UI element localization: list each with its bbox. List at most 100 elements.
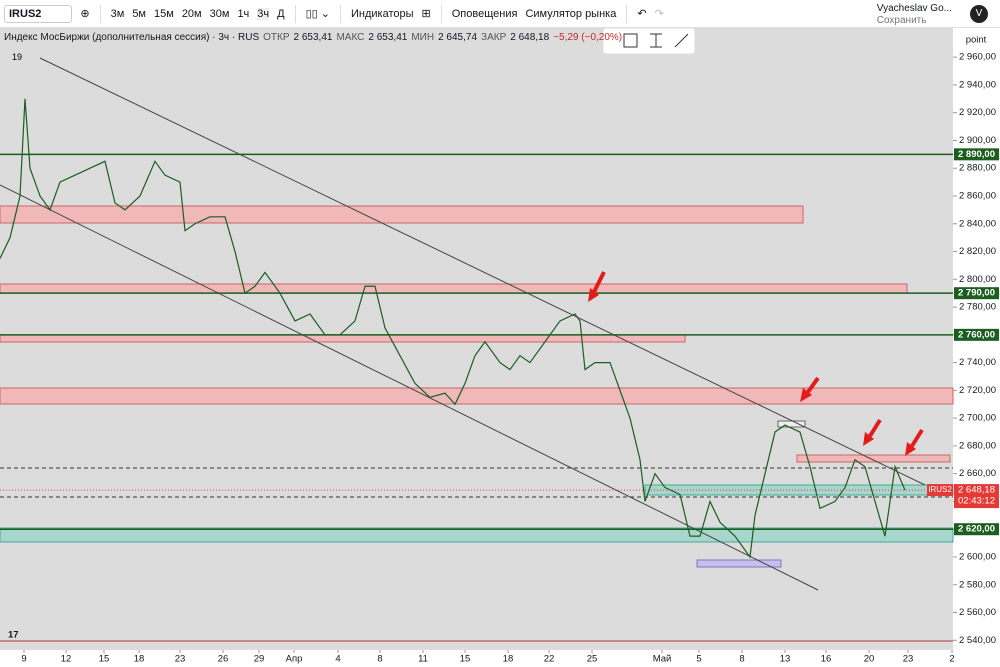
symbol-label: IRUS2 [928, 485, 952, 494]
symbol-search[interactable]: IRUS2 [4, 4, 73, 23]
zone [0, 205, 804, 224]
scale-label: point [966, 35, 987, 46]
y-tick-label: 2 600,00 [959, 551, 996, 562]
x-tick-label: 9 [21, 654, 26, 665]
y-tick-label: 2 560,00 [959, 607, 996, 618]
y-tick-label: 2 580,00 [959, 579, 996, 590]
interval[interactable]: 3м [110, 7, 125, 20]
timer-label: 02:43:12 [958, 496, 995, 507]
y-tick-label: 2 820,00 [959, 246, 996, 257]
arrow-head [863, 432, 874, 446]
level-label: 2 890,00 [958, 149, 995, 160]
x-tick-label: 18 [503, 654, 514, 665]
indicator-count: 19 [12, 52, 23, 62]
legend-value: 2 653,41 [293, 32, 333, 43]
arrow [910, 428, 924, 448]
templates[interactable]: ⊞ [421, 8, 431, 20]
y-tick-label: 2 840,00 [959, 218, 996, 229]
legend: Индекс МосБиржи (дополнительная сессия) … [4, 32, 622, 43]
tool-text[interactable] [650, 33, 662, 48]
x-tick-label: 13 [780, 654, 791, 665]
zone [777, 420, 806, 428]
trend-line [0, 184, 819, 591]
legend-key: ОТКР [263, 32, 290, 43]
legend-title: Индекс МосБиржи (дополнительная сессия) … [4, 32, 260, 43]
x-tick-label: 5 [696, 654, 701, 665]
y-tick-label: 2 680,00 [959, 440, 996, 451]
legend-value: 2 645,74 [438, 32, 478, 43]
arrow [868, 418, 882, 438]
y-tick-label: 2 940,00 [959, 79, 996, 90]
indicators[interactable]: Индикаторы [351, 7, 414, 20]
y-tick-label: 2 700,00 [959, 413, 996, 424]
tool-rect[interactable] [623, 33, 638, 48]
x-tick-label: 8 [739, 654, 744, 665]
x-tick-label: Апр [286, 654, 303, 665]
price-scale [953, 28, 1000, 667]
x-tick-label: 25 [587, 654, 598, 665]
y-tick-label: 2 800,00 [959, 274, 996, 285]
y-tick-label: 2 860,00 [959, 191, 996, 202]
interval[interactable]: 1ч [237, 7, 250, 20]
interval[interactable]: 3ч [257, 7, 270, 20]
redo[interactable]: ↷ [654, 8, 664, 20]
legend-change: −5,29 (−0,20%) [553, 32, 623, 43]
x-tick-label: 8 [377, 654, 382, 665]
x-tick-label: 4 [335, 654, 340, 665]
interval[interactable]: 30м [209, 7, 230, 20]
arrow-head [800, 388, 812, 402]
y-tick-label: 2 900,00 [959, 135, 996, 146]
arrow [592, 271, 606, 293]
x-tick-label: 18 [134, 654, 145, 665]
x-tick-label: 29 [254, 654, 265, 665]
y-tick-label: 2 660,00 [959, 468, 996, 479]
legend-key: МАКС [336, 32, 365, 43]
account[interactable]: Vyacheslav Go... Сохранить [877, 3, 952, 27]
arrow-head [588, 288, 599, 302]
zone [0, 527, 954, 543]
y-tick-label: 2 920,00 [959, 107, 996, 118]
x-tick-label: 2 [949, 654, 954, 665]
legend-value: 2 648,18 [510, 32, 550, 43]
interval[interactable]: Д [277, 7, 285, 20]
drawings [0, 57, 954, 642]
x-tick-label: 26 [218, 654, 229, 665]
last-price-label: 2 648,18 [958, 485, 995, 496]
add-symbol[interactable]: ⊕ [80, 8, 90, 20]
x-tick-label: 16 [821, 654, 832, 665]
arrows [588, 271, 924, 456]
y-tick-label: 2 740,00 [959, 357, 996, 368]
chart: 2 540,00 2 560,00 2 580,00 2 600,00 2 620,00… [0, 28, 1000, 667]
arrow [806, 376, 820, 394]
simulator[interactable]: Симулятор рынка [525, 7, 617, 20]
interval[interactable]: 15м [154, 7, 174, 20]
zone [696, 559, 782, 568]
undo[interactable]: ↶ [637, 8, 647, 20]
level-badge [954, 523, 999, 536]
trend-line [39, 57, 926, 486]
plot: 2 540,00 2 560,00 2 580,00 2 600,00 2 620,00… [0, 52, 999, 665]
x-tick-label: 15 [99, 654, 110, 665]
x-tick-label: 22 [544, 654, 555, 665]
level-label: 2 760,00 [958, 329, 995, 340]
alerts[interactable]: Оповещения [451, 7, 518, 20]
x-tick-label: 23 [903, 654, 914, 665]
chart-type[interactable]: ▯▯ ⌄ [305, 8, 330, 20]
x-tick-label: 12 [61, 654, 72, 665]
level-label: 2 620,00 [958, 524, 995, 535]
avatar[interactable]: V [970, 5, 988, 23]
legend-key: МИН [411, 32, 435, 43]
legend-key: ЗАКР [481, 32, 507, 43]
x-tick-label: 11 [418, 654, 428, 665]
interval[interactable]: 5м [132, 7, 146, 20]
x-tick-label: 23 [175, 654, 186, 665]
y-tick-label: 2 960,00 [959, 52, 996, 63]
interval[interactable]: 20м [181, 7, 202, 20]
symbol-badge [927, 484, 953, 497]
tool-line[interactable] [674, 33, 689, 48]
arrow-head [905, 442, 916, 456]
level-badge [954, 148, 999, 161]
last-price-badge [954, 484, 999, 509]
y-tick-label: 2 780,00 [959, 302, 996, 313]
